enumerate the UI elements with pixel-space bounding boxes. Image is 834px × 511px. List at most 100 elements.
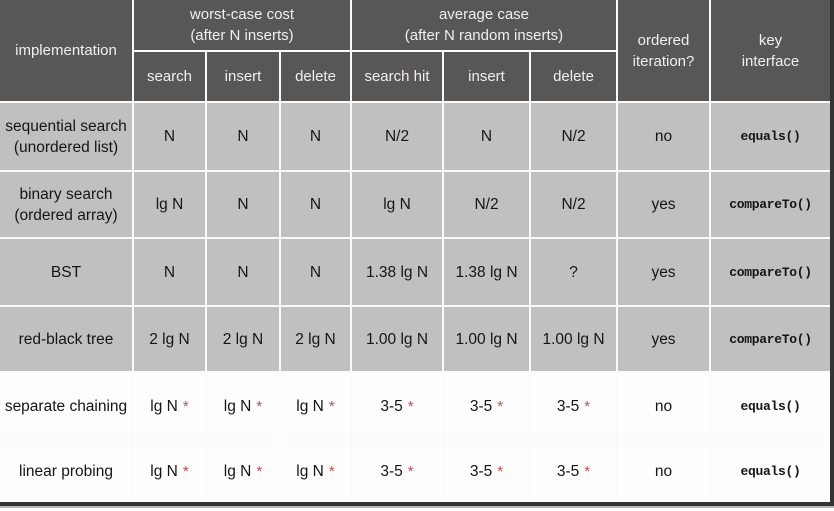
cell-key-interface: compareTo() <box>711 172 830 237</box>
cell-worst-insert: N <box>207 103 279 170</box>
cell-value: 2 lg N <box>222 330 264 348</box>
cell-worst-search: N <box>134 103 205 170</box>
cell-worst-insert: lg N * <box>207 441 279 502</box>
cell-avg-search-hit: 3-5 * <box>352 441 442 502</box>
cell-avg-insert: N/2 <box>444 172 529 237</box>
footnote-star: * <box>584 463 591 480</box>
cell-value: 1.00 lg N <box>542 330 605 348</box>
cell-key-interface: compareTo() <box>711 239 830 305</box>
implementation-line: sequential search <box>5 117 127 135</box>
cell-value: lg N <box>150 463 178 480</box>
header-key-interface: key interface <box>711 0 830 101</box>
footnote-star: * <box>182 397 189 415</box>
cell-value: lg N <box>223 463 252 480</box>
row-implementation-label: red-black tree <box>0 307 132 371</box>
cell-value: lg N <box>383 196 411 213</box>
cell-avg-delete: 3-5 * <box>531 373 616 439</box>
cell-worst-insert: N <box>207 239 279 305</box>
header-line: ordered <box>637 31 690 49</box>
cell-avg-delete: 1.00 lg N <box>531 307 616 371</box>
cell-value: 3-5 <box>469 397 493 415</box>
cell-key-interface: equals() <box>711 103 830 170</box>
header-line: key <box>758 31 783 49</box>
cell-value: N/2 <box>384 128 410 145</box>
cell-value: N/2 <box>561 128 586 145</box>
cell-value: 2 lg N <box>295 330 336 348</box>
cell-value: 2 lg N <box>149 330 190 348</box>
implementation-line: (ordered array) <box>14 206 118 224</box>
header-ordered-iteration: ordered iteration? <box>618 0 709 101</box>
cell-worst-delete: lg N * <box>281 373 350 439</box>
cell-worst-delete: lg N * <box>281 441 350 502</box>
col-header-worst-search: search <box>134 52 205 101</box>
col-header-avg-search-hit: search hit <box>352 52 442 101</box>
col-header-avg-insert: insert <box>444 52 529 101</box>
cell-value: N/2 <box>561 196 586 213</box>
cell-worst-delete: N <box>281 239 350 305</box>
footnote-star: * <box>328 397 335 415</box>
cell-ordered-iteration: yes <box>618 172 709 237</box>
cell-avg-delete: ? <box>531 239 616 305</box>
cell-worst-delete: 2 lg N <box>281 307 350 371</box>
cell-worst-search: N <box>134 239 205 305</box>
cell-key-interface: equals() <box>711 373 830 439</box>
cell-avg-search-hit: lg N <box>352 172 442 237</box>
cell-worst-insert: 2 lg N <box>207 307 279 371</box>
group-title-line: worst-case cost <box>189 6 295 23</box>
cell-value: 3-5 <box>556 463 580 480</box>
cell-key-interface: equals() <box>711 441 830 502</box>
cell-value: 3-5 <box>556 397 580 415</box>
cell-value: N <box>163 128 176 145</box>
cell-avg-insert: 3-5 * <box>444 441 529 502</box>
footnote-star: * <box>256 397 263 415</box>
cell-worst-search: lg N * <box>134 441 205 502</box>
cell-value: 3-5 <box>380 397 403 415</box>
cell-value: lg N <box>296 397 324 415</box>
footnote-star: * <box>497 463 504 480</box>
cell-value: N <box>237 128 249 145</box>
cell-value: 1.00 lg N <box>365 330 429 348</box>
footnote-star: * <box>497 397 504 415</box>
group-title-line: (after N random inserts) <box>404 27 564 44</box>
cell-value: N <box>480 128 493 145</box>
cell-ordered-iteration: yes <box>618 239 709 305</box>
col-header-avg-delete: delete <box>531 52 616 101</box>
cell-worst-search: lg N * <box>134 373 205 439</box>
cell-avg-search-hit: 1.38 lg N <box>352 239 442 305</box>
row-implementation-label: linear probing <box>0 441 132 502</box>
table-grid: implementation worst-case cost (after N … <box>0 0 830 502</box>
footnote-star: * <box>182 463 189 480</box>
cell-avg-search-hit: 3-5 * <box>352 373 442 439</box>
implementation-line: separate chaining <box>4 397 128 415</box>
cell-value: N <box>309 128 322 145</box>
cell-worst-insert: N <box>207 172 279 237</box>
cell-avg-delete: N/2 <box>531 103 616 170</box>
footnote-star: * <box>328 463 335 480</box>
header-group-average-case: average case (after N random inserts) <box>352 0 616 50</box>
col-header-worst-insert: insert <box>207 52 279 101</box>
cell-avg-insert: 1.38 lg N <box>444 239 529 305</box>
cell-ordered-iteration: no <box>618 103 709 170</box>
header-line: iteration? <box>632 52 695 70</box>
row-implementation-label: binary search (ordered array) <box>0 172 132 237</box>
cell-value: 3-5 <box>380 463 403 480</box>
cell-value: lg N <box>150 397 178 415</box>
cell-avg-delete: N/2 <box>531 172 616 237</box>
cell-value: N <box>237 196 249 213</box>
cell-value: N <box>309 263 322 281</box>
group-title-line: (after N inserts) <box>190 27 294 44</box>
cell-value: 1.38 lg N <box>455 263 518 281</box>
implementation-line: red-black tree <box>18 330 114 348</box>
cell-worst-search: 2 lg N <box>134 307 205 371</box>
footnote-star: * <box>584 397 591 415</box>
cell-worst-delete: N <box>281 103 350 170</box>
cell-worst-delete: N <box>281 172 350 237</box>
cell-value: 3-5 <box>469 463 493 480</box>
cell-value: ? <box>569 263 578 281</box>
cell-ordered-iteration: yes <box>618 307 709 371</box>
implementation-line: (unordered list) <box>13 138 119 156</box>
implementation-line: binary search <box>19 185 113 203</box>
col-header-worst-delete: delete <box>281 52 350 101</box>
header-group-worst-case: worst-case cost (after N inserts) <box>134 0 350 50</box>
